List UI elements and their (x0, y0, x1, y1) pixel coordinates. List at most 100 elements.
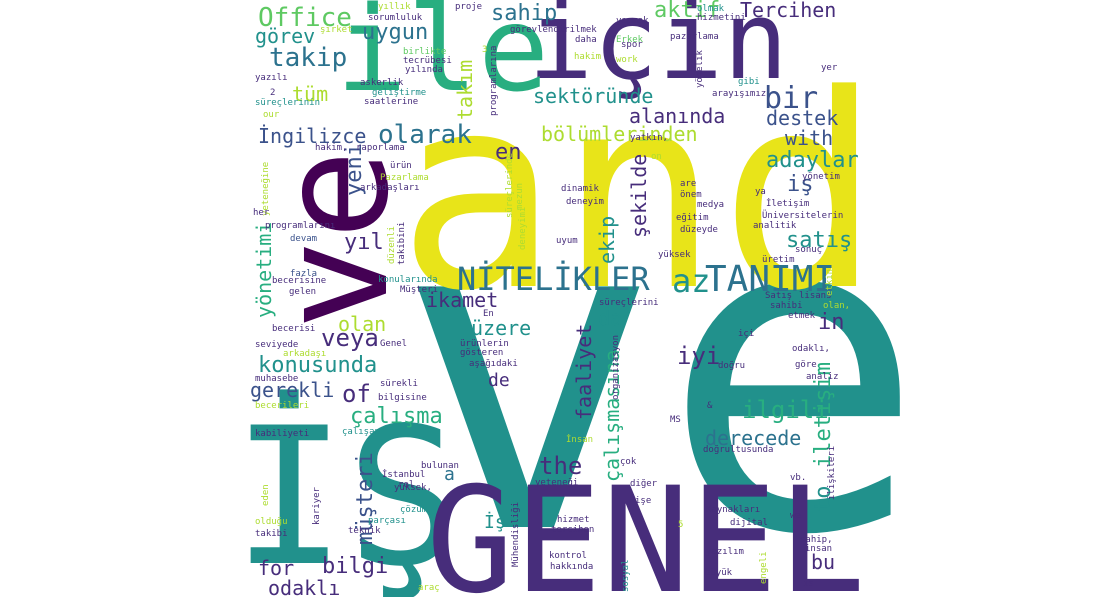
word-veya: veya (321, 324, 379, 352)
word-takibi: takibi (255, 529, 288, 539)
word-takip: takip (269, 43, 348, 73)
word-gelen: gelen (289, 287, 317, 297)
word-analitik: analitik (753, 221, 797, 231)
word-lisans: lisans (799, 291, 832, 301)
word-bulunan: bulunan (421, 461, 459, 471)
word-of: of (342, 380, 371, 408)
word-dijital: dijital (730, 518, 768, 528)
word-musteri-cap: Müşteri (400, 285, 438, 295)
word-spor: spor (621, 40, 643, 50)
word-buyuk: büyük (705, 568, 733, 578)
word-satis: satış (786, 228, 853, 253)
word-muhendisligi: Mühendisliği (511, 501, 521, 567)
word-sureclerinin: süreçlerinin (255, 98, 321, 108)
word-ekip: ekip (595, 215, 619, 264)
word-bolumlerinden: bölümlerinden (541, 122, 698, 146)
word-yonelik: yönelik (695, 50, 705, 88)
word-onem: önem (680, 190, 702, 200)
word-birlikte: birlikte (403, 47, 447, 57)
word-gibi: gibi (738, 77, 760, 87)
word-is-small: is (803, 579, 814, 589)
word-uretim: üretim (762, 255, 795, 265)
word-daha: daha (575, 35, 597, 45)
word-proje: proje (455, 2, 483, 12)
word-nitelikler: NİTELİKLER (457, 260, 650, 298)
word-uyum: uyum (556, 236, 578, 246)
word-office: Office (258, 3, 352, 33)
word-and: and (397, 38, 882, 350)
word-becerisi: becerisi (272, 324, 316, 334)
word-gorevlendirilmek: görevlendirilmek (510, 25, 597, 35)
word-her: her (253, 208, 270, 218)
word-bir: bir (764, 81, 819, 116)
word-tecrubesi: tecrübesi (403, 56, 452, 66)
word-teknik: teknik (348, 526, 381, 536)
word-derecede: derecede (705, 426, 802, 450)
word-gosteren: gösteren (460, 348, 504, 358)
word-gelistirme: geliştirme (372, 88, 427, 98)
word-sahip-comma: sahip, (800, 535, 833, 545)
word-satis-cap: Satış (765, 291, 793, 301)
word-yilinda: yılında (405, 65, 443, 75)
word-our: our (263, 110, 280, 120)
word-olan-comma: olan, (823, 301, 851, 311)
word-eden: eden (261, 484, 271, 506)
word-bilgisine: bilgisine (378, 393, 427, 403)
word-yil: yıl (344, 230, 384, 255)
word-da: da (598, 306, 623, 330)
word-iliskileri: ilişkileri (827, 445, 837, 500)
word-three: 3 (482, 45, 488, 55)
word-olan: olan (338, 312, 387, 336)
word-tanimi: TANIMI (705, 259, 836, 300)
word-ve-giant: ve (396, 119, 926, 597)
word-we: we (790, 511, 801, 521)
word-hakkinda: hakkında (550, 562, 594, 572)
word-ingilizce: İngilizce (258, 124, 367, 148)
word-tercihen: Tercihen (740, 0, 837, 22)
word-yazilim: yazılım (706, 547, 744, 557)
word-ici: içi (738, 329, 755, 339)
word-yillik: yıllık (378, 2, 411, 12)
word-etkin: etkin (825, 268, 835, 296)
word-pazarlama: pazarlama (670, 32, 719, 42)
word-ms: MS (670, 415, 681, 425)
word-bu: bu (811, 550, 836, 574)
word-tercihen-lower: tercihen (551, 525, 595, 535)
word-sorumluluk: sorumluluk (368, 13, 423, 23)
word-seviyede: seviyede (255, 340, 299, 350)
word-asagidaki: aşağıdaki (469, 359, 518, 369)
word-duzenli: düzenli (387, 226, 397, 264)
word-urun: ürün (390, 161, 412, 171)
word-hakim: hakim (574, 52, 602, 62)
word-uzere: üzere (471, 316, 532, 340)
word-kaynaklari: Kaynakları (706, 505, 761, 515)
word-sektorunde: sektöründe (533, 84, 654, 108)
word-de: de (488, 370, 510, 391)
word-engeli: engeli (759, 551, 769, 584)
word-sirket: şirket (320, 25, 353, 35)
word-organizasyon: organizasyon (611, 334, 621, 400)
word-yuksek: yüksek (658, 250, 691, 260)
word-sahibi: sahibi (770, 301, 803, 311)
word-dogrultusunda: doğrultusunda (703, 445, 774, 455)
word-programlarina: programlarına (489, 45, 499, 116)
word-ampersand: & (707, 401, 713, 411)
word-odakli: odaklı (268, 576, 341, 597)
word-hakim-comma: hakim, (315, 143, 348, 153)
word-az: az (672, 262, 711, 300)
word-bilgi: bilgi (322, 554, 389, 579)
word-odakli-comma: odaklı, (792, 344, 830, 354)
word-kontrol: kontrol (549, 551, 587, 561)
word-saatlerine: saatlerine (364, 97, 419, 107)
word-calisma: çalışma (350, 404, 443, 429)
word-tum: tüm (292, 82, 329, 106)
word-iletisim-cap: İletişim (766, 199, 810, 209)
word-takibini: takibini (397, 221, 407, 265)
word-konusunda: konusunda (258, 353, 378, 378)
word-a: a (444, 464, 455, 485)
word-askerlik: askerlik (360, 78, 404, 88)
word-diger: diğer (630, 479, 658, 489)
word-surecler-ini: süreçlerini (599, 298, 659, 308)
word-sekilde: şekilde (627, 153, 651, 238)
